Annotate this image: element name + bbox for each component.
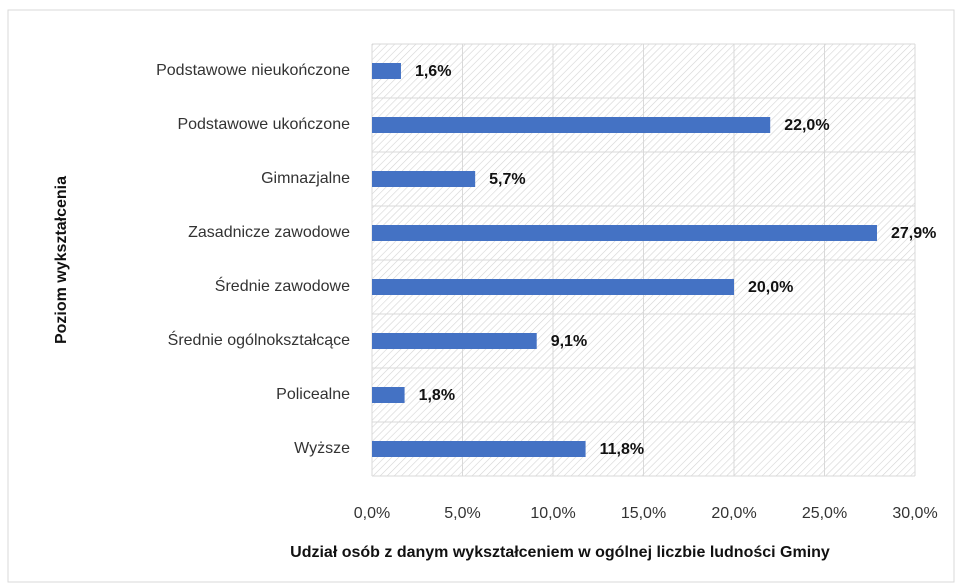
- y-tick-label: Podstawowe ukończone: [177, 116, 350, 133]
- y-tick-label: Gimnazjalne: [261, 170, 350, 187]
- bar: [372, 117, 771, 133]
- x-tick-label: 30,0%: [892, 505, 937, 522]
- value-label: 1,6%: [415, 63, 451, 80]
- x-tick-label: 15,0%: [621, 505, 666, 522]
- value-label: 9,1%: [551, 333, 587, 350]
- x-tick-label: 0,0%: [354, 505, 390, 522]
- y-tick-label: Podstawowe nieukończone: [156, 62, 350, 79]
- x-tick-label: 25,0%: [802, 505, 847, 522]
- y-axis-title: Poziom wykształcenia: [53, 176, 70, 344]
- y-tick-label: Średnie ogólnokształcące: [168, 330, 350, 349]
- x-tick-label: 10,0%: [530, 505, 575, 522]
- bar: [372, 225, 877, 241]
- value-label: 1,8%: [419, 387, 455, 404]
- value-label: 20,0%: [748, 279, 793, 296]
- value-label: 5,7%: [489, 171, 525, 188]
- y-tick-label: Wyższe: [294, 440, 350, 457]
- x-tick-label: 5,0%: [444, 505, 480, 522]
- y-tick-label: Policealne: [276, 386, 350, 403]
- value-label: 11,8%: [600, 441, 644, 458]
- y-tick-label: Zasadnicze zawodowe: [188, 224, 350, 241]
- x-tick-label: 20,0%: [711, 505, 756, 522]
- bar: [372, 171, 476, 187]
- bar: [372, 63, 401, 79]
- value-label: 27,9%: [891, 225, 936, 242]
- bar: [372, 387, 405, 403]
- bar: [372, 441, 586, 457]
- bar: [372, 279, 734, 295]
- x-axis-title: Udział osób z danym wykształceniem w ogó…: [290, 544, 830, 561]
- value-label: 22,0%: [784, 117, 829, 134]
- y-tick-label: Średnie zawodowe: [215, 276, 350, 295]
- bar: [372, 333, 537, 349]
